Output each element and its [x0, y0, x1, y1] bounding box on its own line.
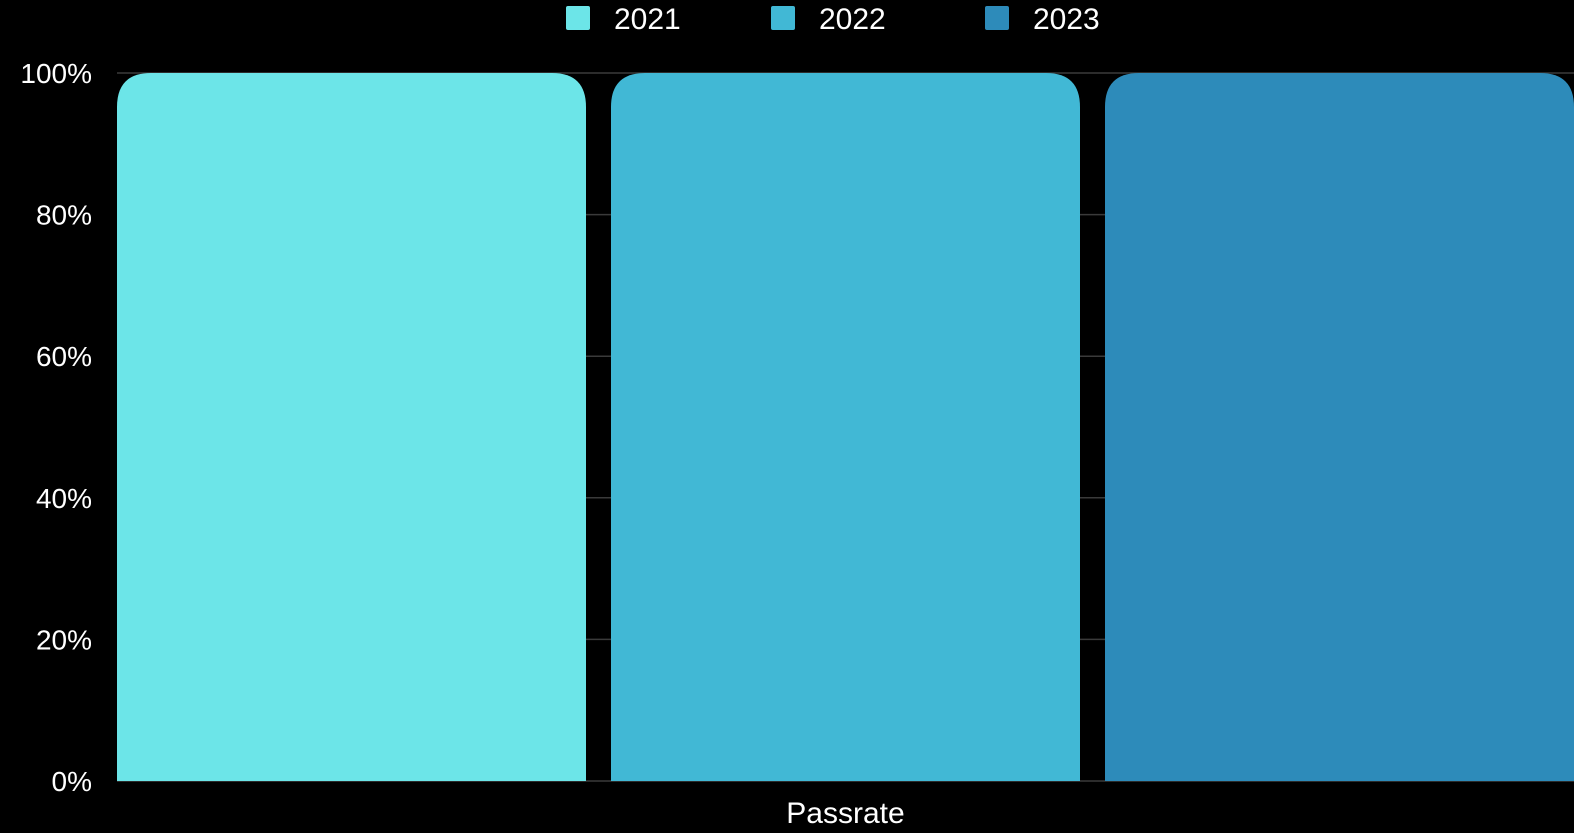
legend-item-2022[interactable]: 2022 — [771, 3, 886, 36]
legend-item-2021[interactable]: 2021 — [566, 3, 681, 36]
legend-swatch — [771, 6, 795, 30]
y-tick-label: 20% — [36, 624, 92, 655]
legend-label: 2023 — [1033, 3, 1100, 36]
y-tick-label: 0% — [52, 766, 92, 797]
legend-label: 2021 — [614, 3, 681, 36]
legend-swatch — [566, 6, 590, 30]
legend-swatch — [985, 6, 1009, 30]
legend-label: 2022 — [819, 3, 886, 36]
x-category-label: Passrate — [786, 797, 904, 830]
bars — [117, 73, 1574, 781]
y-tick-label: 60% — [36, 341, 92, 372]
x-axis: Passrate — [786, 797, 904, 830]
bar-2021[interactable] — [117, 73, 586, 781]
legend[interactable]: 2021 2022 2023 — [566, 3, 1100, 36]
bar-2023[interactable] — [1105, 73, 1574, 781]
y-tick-label: 100% — [20, 58, 92, 89]
bar-2022[interactable] — [611, 73, 1080, 781]
y-tick-label: 80% — [36, 200, 92, 231]
legend-item-2023[interactable]: 2023 — [985, 3, 1100, 36]
y-axis: 0% 20% 40% 60% 80% 100% — [20, 58, 92, 797]
y-tick-label: 40% — [36, 483, 92, 514]
